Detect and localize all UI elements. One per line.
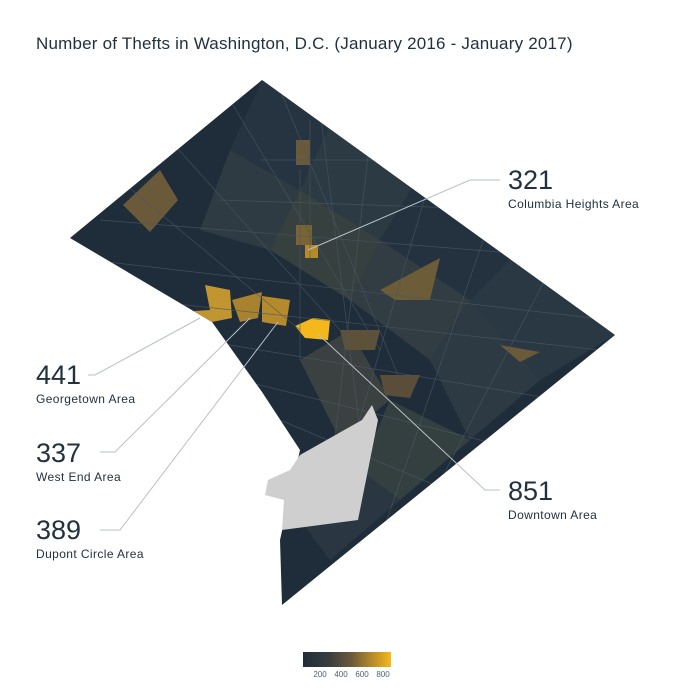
map-title: Number of Thefts in Washington, D.C. (Ja… <box>36 34 573 53</box>
legend-tick: 600 <box>355 670 369 679</box>
tract-region <box>300 125 420 240</box>
georgetown-label: Georgetown Area <box>36 392 136 406</box>
legend-tick: 400 <box>334 670 348 679</box>
legend-ticks: 200 400 600 800 <box>303 670 391 684</box>
tract-region <box>380 375 420 398</box>
callout-dupont-circle: 389 Dupont Circle Area <box>36 516 144 561</box>
downtown-label: Downtown Area <box>508 508 598 522</box>
tract-region <box>500 345 540 362</box>
tract-region <box>232 292 262 322</box>
callout-downtown: 851 Downtown Area <box>508 477 597 522</box>
dupont-circle-value: 389 <box>36 515 82 545</box>
west-end-value: 337 <box>36 438 82 468</box>
callout-georgetown: 441 Georgetown Area <box>36 361 135 406</box>
dupont-circle-label: Dupont Circle Area <box>36 547 144 561</box>
tract-region <box>295 318 330 340</box>
legend-gradient-bar <box>303 652 391 667</box>
callout-west-end: 337 West End Area <box>36 439 121 484</box>
callout-columbia-heights: 321 Columbia Heights Area <box>508 166 639 211</box>
leader-dupont-circle <box>100 321 279 531</box>
tract-region <box>380 258 440 300</box>
tract-region <box>360 400 470 500</box>
tract-region <box>340 330 380 350</box>
leader-west-end <box>100 317 251 453</box>
leader-columbia-heights <box>307 179 500 251</box>
columbia-heights-label: Columbia Heights Area <box>508 197 640 211</box>
downtown-value: 851 <box>508 476 554 506</box>
tract-region <box>123 170 178 232</box>
columbia-heights-value: 321 <box>508 165 554 195</box>
leader-georgetown <box>88 317 201 376</box>
tract-region <box>270 190 380 300</box>
georgetown-value: 441 <box>36 360 82 390</box>
tract-region <box>296 225 312 245</box>
tract-region <box>296 140 310 165</box>
water-area <box>265 405 378 530</box>
tract-region <box>262 296 290 326</box>
tract-region <box>430 300 540 440</box>
west-end-label: West End Area <box>36 470 122 484</box>
tract-region <box>305 245 318 258</box>
tract-region <box>200 150 300 250</box>
legend-tick: 200 <box>313 670 327 679</box>
legend-tick: 800 <box>376 670 390 679</box>
leader-downtown <box>317 333 500 491</box>
color-legend: 200 400 600 800 <box>303 652 391 684</box>
